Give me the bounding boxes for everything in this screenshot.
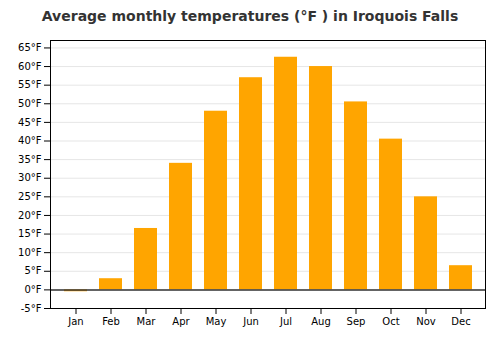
svg-text:May: May — [206, 316, 227, 327]
svg-text:60°F: 60°F — [18, 61, 42, 72]
svg-text:Nov: Nov — [416, 316, 436, 327]
svg-text:0°F: 0°F — [24, 284, 41, 295]
svg-text:Jan: Jan — [67, 316, 83, 327]
svg-text:Feb: Feb — [102, 316, 120, 327]
svg-text:25°F: 25°F — [18, 191, 42, 202]
svg-text:-5°F: -5°F — [21, 303, 42, 314]
svg-text:5°F: 5°F — [24, 265, 41, 276]
svg-text:45°F: 45°F — [18, 117, 42, 128]
svg-text:30°F: 30°F — [18, 172, 42, 183]
svg-text:65°F: 65°F — [18, 42, 42, 53]
svg-text:Mar: Mar — [137, 316, 157, 327]
svg-text:35°F: 35°F — [18, 154, 42, 165]
svg-text:Apr: Apr — [172, 316, 190, 327]
svg-text:55°F: 55°F — [18, 79, 42, 90]
svg-text:20°F: 20°F — [18, 210, 42, 221]
svg-text:Sep: Sep — [347, 316, 366, 327]
html-text:Average monthly temperatures (: Average monthly temperatures (°F ) in Ir… — [41, 8, 459, 24]
svg-text:Dec: Dec — [451, 316, 470, 327]
svg-text:15°F: 15°F — [18, 228, 42, 239]
svg-text:Jun: Jun — [242, 316, 259, 327]
svg-text:50°F: 50°F — [18, 98, 42, 109]
svg-text:10°F: 10°F — [18, 247, 42, 258]
svg-text:Jul: Jul — [279, 316, 292, 327]
svg-text:Oct: Oct — [382, 316, 399, 327]
svg-text:Aug: Aug — [311, 316, 331, 327]
svg-text:40°F: 40°F — [18, 135, 42, 146]
